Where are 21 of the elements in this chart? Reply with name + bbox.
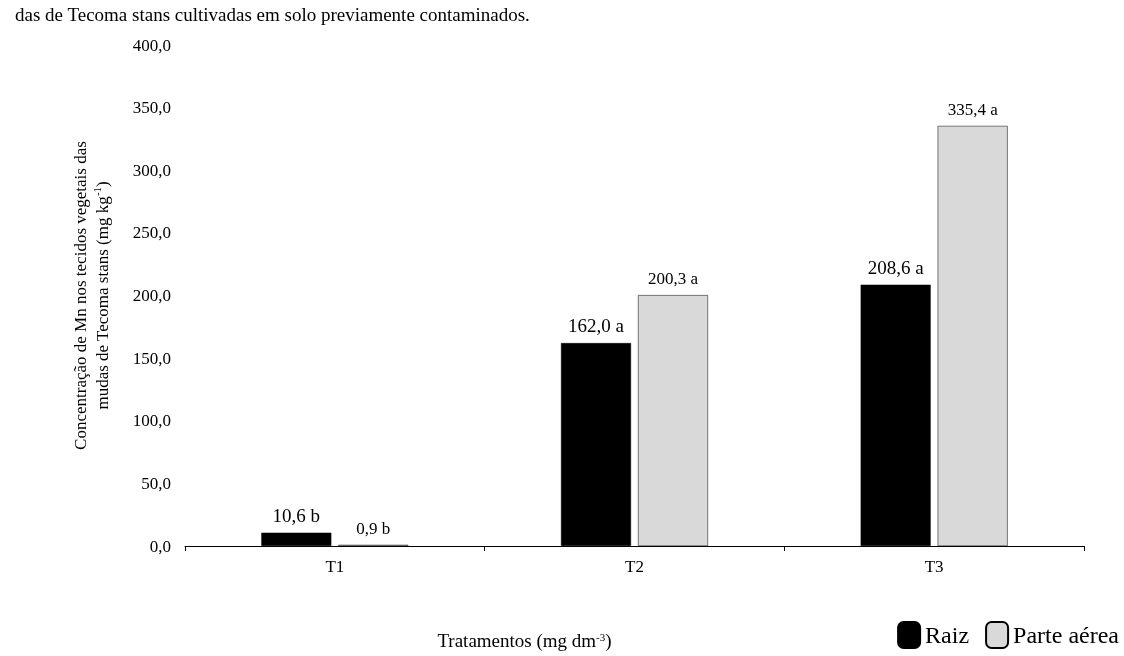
y-tick-label: 50,0 xyxy=(141,473,171,493)
data-label: 10,6 b xyxy=(272,504,321,526)
data-label: 200,3 a xyxy=(647,269,699,289)
y-tick-label: 400,0 xyxy=(132,35,171,55)
y-tick-label: 250,0 xyxy=(132,223,171,243)
y-tick-label: 100,0 xyxy=(132,411,171,431)
y-tick-label: 300,0 xyxy=(132,160,171,180)
legend-label: Parte aérea xyxy=(1013,622,1120,648)
chart-title: das de Tecoma stans cultivadas em solo previamente contaminados. xyxy=(15,4,530,25)
x-tick-label: T1 xyxy=(325,557,345,576)
data-label: 208,6 a xyxy=(867,256,925,278)
y-tick-label: 350,0 xyxy=(132,98,171,118)
y-tick-label: 0,0 xyxy=(149,536,171,556)
x-tick-label: T3 xyxy=(924,557,944,576)
y-tick-label: 200,0 xyxy=(132,286,171,305)
data-label: 335,4 a xyxy=(947,99,999,119)
x-tick-label: T2 xyxy=(625,557,644,576)
data-label: 0,9 b xyxy=(356,518,391,538)
data-label: 162,0 a xyxy=(568,315,625,337)
legend-label: Raiz xyxy=(925,622,970,648)
y-tick-label: 150,0 xyxy=(132,348,171,368)
